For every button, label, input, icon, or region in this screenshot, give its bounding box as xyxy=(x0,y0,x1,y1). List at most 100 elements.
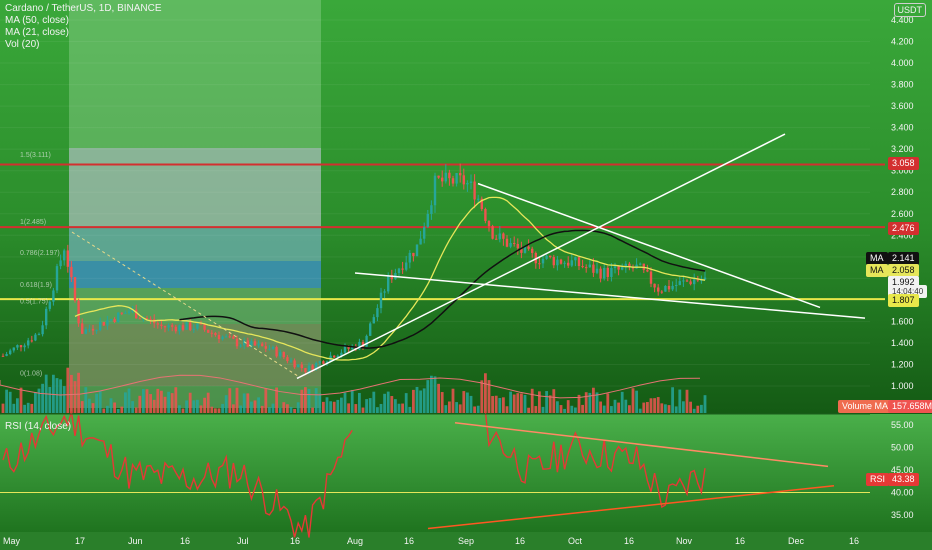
candle-body xyxy=(682,280,685,282)
volume-bar xyxy=(275,387,278,413)
volume-bar xyxy=(451,388,455,413)
candle-body xyxy=(595,268,599,273)
candle-body xyxy=(480,198,483,210)
candle-body xyxy=(131,309,134,312)
candle-body xyxy=(430,205,433,214)
volume-bar xyxy=(98,390,102,413)
fib-zone-0.786-1 xyxy=(69,228,321,261)
rsi-tick-label: 40.00 xyxy=(891,488,914,498)
volume-bar xyxy=(566,400,570,413)
candle-body xyxy=(678,281,681,285)
price-tick-label: 4.200 xyxy=(891,37,914,47)
volume-bar xyxy=(131,401,134,413)
volume-bar xyxy=(361,407,365,413)
volume-bar xyxy=(286,404,289,413)
candle-body xyxy=(376,308,379,318)
ma50-legend[interactable]: MA (50, close) xyxy=(5,15,69,26)
rsi-tick-label: 35.00 xyxy=(891,510,914,520)
candle-body xyxy=(689,281,692,285)
candle-body xyxy=(613,266,617,269)
indicator-legend: Cardano / TetherUS, 1D, BINANCE MA (50, … xyxy=(5,3,162,51)
volume-bar xyxy=(473,406,476,413)
candle-body xyxy=(426,213,429,228)
candle-body xyxy=(624,263,627,268)
volume-bar xyxy=(325,397,329,413)
volume-bar xyxy=(16,398,19,413)
candle-body xyxy=(221,336,224,340)
volume-bar xyxy=(430,375,433,413)
volume-bar xyxy=(620,391,624,413)
fib-level-label: 0.5(1.75) xyxy=(20,298,48,305)
volume-bar xyxy=(397,403,401,413)
candle-body xyxy=(37,334,41,336)
volume-bar xyxy=(552,389,556,413)
volume-bar xyxy=(113,402,116,413)
candle-body xyxy=(703,277,707,280)
volume-bar xyxy=(390,396,394,413)
candle-body xyxy=(505,238,509,247)
volume-bar xyxy=(332,401,336,413)
price-tick-label: 1.600 xyxy=(891,316,914,326)
candle-body xyxy=(696,279,699,281)
candle-body xyxy=(311,365,314,370)
volume-bar xyxy=(610,406,613,413)
volume-bar xyxy=(563,408,566,413)
horizontal-levels xyxy=(0,163,885,301)
candle-body xyxy=(34,334,37,341)
candle-body xyxy=(412,252,415,257)
volume-legend[interactable]: Vol (20) xyxy=(5,39,40,50)
candle-body xyxy=(657,287,660,292)
candle-body xyxy=(84,329,87,334)
price-tick-label: 1.400 xyxy=(891,338,914,348)
candle-body xyxy=(437,175,440,178)
time-tick-label: Oct xyxy=(568,536,583,546)
volume-bar xyxy=(394,399,397,413)
volume-bar xyxy=(149,394,152,413)
candle-body xyxy=(675,284,678,286)
candle-body xyxy=(145,318,149,320)
candle-body xyxy=(621,267,624,270)
candle-body xyxy=(541,258,545,264)
candle-body xyxy=(41,325,44,335)
candle-body xyxy=(513,242,516,245)
volume-bar xyxy=(656,397,660,413)
time-tick-label: Jun xyxy=(128,536,143,546)
candle-body xyxy=(610,268,613,277)
rsi-legend[interactable]: RSI (14, close) xyxy=(5,421,72,432)
candle-body xyxy=(16,345,19,348)
volume-bar xyxy=(433,376,437,413)
lower-wedge-line xyxy=(354,272,866,319)
volume-bar xyxy=(152,399,156,413)
price-tick-label: 1.000 xyxy=(891,381,914,391)
volume-bar xyxy=(527,407,530,413)
candle-body xyxy=(95,330,98,332)
candle-body xyxy=(189,322,192,330)
volume-bar xyxy=(469,395,473,413)
volume-bar xyxy=(30,403,34,413)
volume-bar xyxy=(642,402,646,413)
volume-bar xyxy=(494,395,498,413)
candle-body xyxy=(649,271,653,284)
rsi-tick-label: 50.00 xyxy=(891,443,914,453)
candle-body xyxy=(171,325,174,327)
volume-bar xyxy=(419,390,422,413)
ma21-legend[interactable]: MA (21, close) xyxy=(5,27,69,38)
volume-bar xyxy=(206,392,210,413)
candle-body xyxy=(109,319,113,321)
candle-body xyxy=(217,334,221,340)
volume-bar xyxy=(545,391,548,413)
candle-body xyxy=(671,285,674,290)
time-tick-label: Nov xyxy=(676,536,693,546)
volume-bar xyxy=(502,397,505,413)
support-pill: 1.807 xyxy=(888,294,919,307)
volume-bar xyxy=(106,405,109,413)
candle-body xyxy=(127,311,131,313)
currency-badge[interactable]: USDT xyxy=(893,3,926,17)
volume-bar xyxy=(5,389,8,413)
candle-body xyxy=(487,220,491,227)
volume-bar xyxy=(444,405,448,413)
volume-bar xyxy=(221,403,224,413)
upper-wedge-line xyxy=(477,182,821,309)
volume-bar xyxy=(181,408,185,413)
